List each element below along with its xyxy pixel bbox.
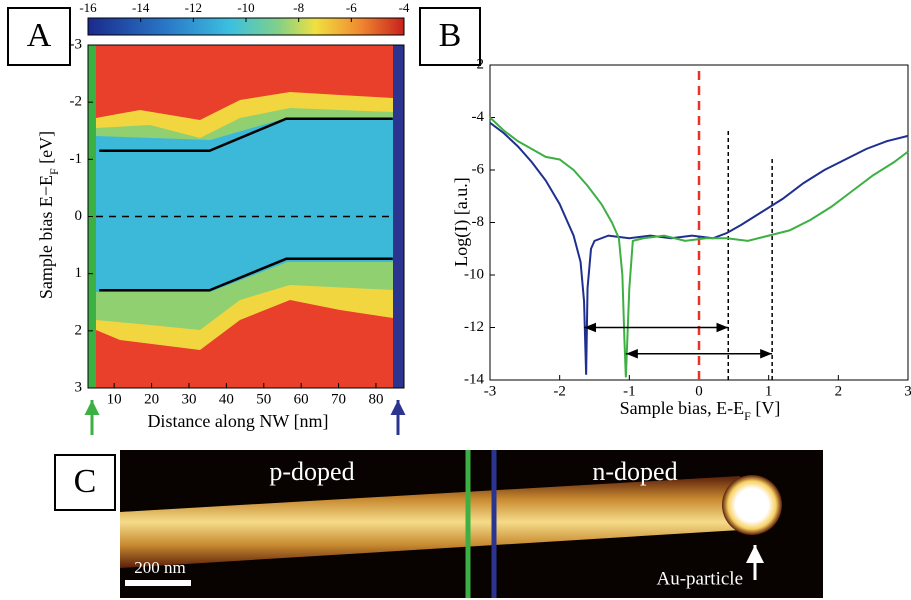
colorbar-tick-label: -14 [132,0,150,15]
colorbar-tick-label: -4 [399,0,410,15]
x-tick-label: 40 [219,391,234,407]
x-tick-label: 80 [368,391,383,407]
x-tick-label: 0 [695,383,703,399]
panel-label: C [74,463,97,500]
y-tick-label: -1 [70,151,83,167]
y-tick-label: -2 [70,94,83,110]
label-part: [V] [751,398,781,418]
label-part: Sample bias E−E [36,175,56,299]
data-line [99,257,393,292]
label-sub: F [744,409,751,423]
y-tick-label: 1 [75,265,83,281]
y-tick-label: -6 [472,161,485,177]
panel-label-box [419,7,481,66]
x-tick-label: -2 [553,383,566,399]
y-tick-label: -4 [472,109,485,125]
microscopy-image [120,450,823,598]
y-tick-label: -12 [464,319,484,335]
x-tick-label: -1 [623,383,636,399]
x-tick-label: 3 [904,383,911,399]
colorbar-tick-label: -8 [293,0,304,15]
y-tick-label: -8 [472,214,485,230]
colorbar-tick-label: -16 [79,0,97,15]
x-tick-label: 50 [256,391,271,407]
x-tick-label: 30 [181,391,196,407]
region-label: n-doped [592,457,677,486]
particle-label: Au-particle [656,568,743,589]
data-line [489,116,909,378]
colorbar-tick-label: -10 [237,0,254,15]
y-axis-label: Log(I) [a.u.] [451,177,472,266]
region-label: p-doped [269,457,354,486]
panel-label-box [7,7,71,66]
y-tick-label: -2 [472,56,485,72]
x-axis-label: Distance along NW [nm] [147,411,328,431]
x-tick-label: 1 [765,383,773,399]
panel-label: A [27,17,52,54]
label-sub: F [47,168,61,175]
x-tick-label: 60 [294,391,309,407]
colorbar-tick-label: -12 [185,0,202,15]
colorbar-tick-label: -6 [346,0,357,15]
label-part: Sample bias, E-E [620,398,744,418]
x-tick-label: -3 [484,383,497,399]
y-tick-label: -3 [70,36,83,52]
data-line [99,117,393,153]
label-part: [eV] [36,131,56,168]
panel-label: B [439,17,462,54]
y-axis-label: Sample bias E−EF [eV] [36,131,61,299]
y-tick-label: 0 [75,208,83,224]
scale-label: 200 nm [134,558,185,577]
y-tick-label: -10 [464,266,484,282]
x-tick-label: 2 [835,383,843,399]
x-tick-label: 20 [144,391,159,407]
y-tick-label: -14 [464,371,484,387]
heatmap-image [87,17,405,389]
y-tick-label: 2 [75,322,83,338]
y-tick-label: 3 [75,379,83,395]
x-axis-label: Sample bias, E-EF [V] [620,398,781,423]
x-tick-label: 70 [331,391,346,407]
panel-label-box [54,454,116,511]
x-tick-label: 10 [107,391,122,407]
